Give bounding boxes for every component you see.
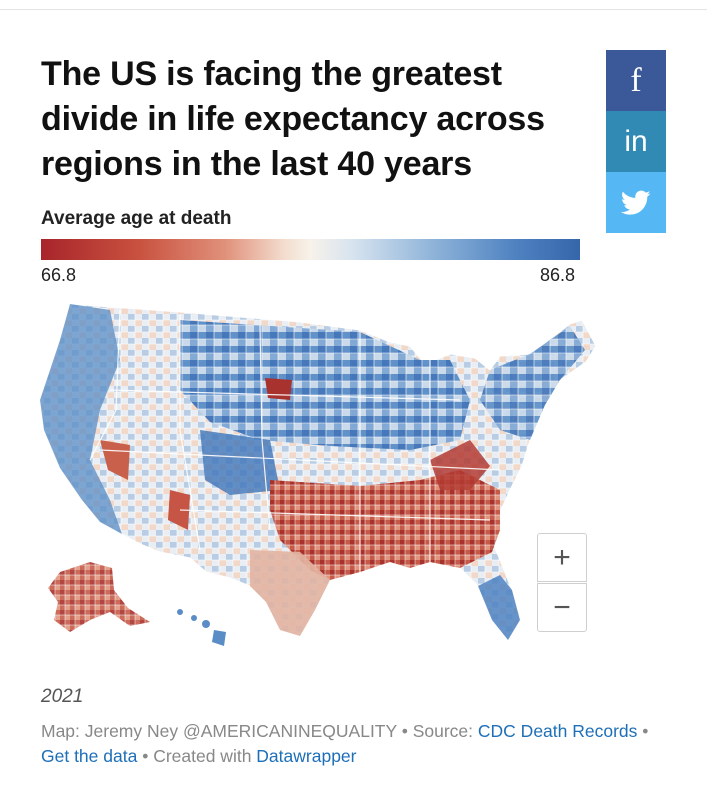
source-prefix: Source:	[412, 721, 478, 741]
texas-region	[250, 550, 330, 636]
us-county-choropleth-map[interactable]	[30, 290, 610, 670]
appalachia-region	[430, 440, 490, 490]
southwest-patch-arizona	[168, 490, 190, 530]
facebook-share-button[interactable]: f	[606, 50, 666, 111]
created-prefix: Created with	[153, 746, 257, 766]
separator: •	[637, 721, 649, 741]
year-label: 2021	[41, 686, 84, 707]
plains-patch-dakota	[265, 378, 292, 400]
southern-region	[270, 470, 500, 580]
legend-title: Average age at death	[41, 208, 232, 229]
legend-color-scale	[41, 239, 580, 260]
separator: •	[137, 746, 154, 766]
twitter-bird-icon	[621, 190, 651, 215]
northeast-region	[480, 326, 585, 440]
map-credit: Map: Jeremy Ney @AMERICANINEQUALITY	[41, 721, 397, 741]
footer-credits: Map: Jeremy Ney @AMERICANINEQUALITY • So…	[41, 719, 681, 769]
separator: •	[396, 721, 413, 741]
linkedin-icon: in	[624, 124, 648, 158]
state-borders	[89, 309, 501, 572]
datawrapper-link[interactable]: Datawrapper	[256, 746, 357, 766]
facebook-icon: f	[630, 61, 642, 99]
north-central-region	[180, 320, 470, 450]
top-divider	[0, 9, 707, 10]
source-link[interactable]: CDC Death Records	[477, 721, 638, 741]
zoom-in-button[interactable]: +	[537, 533, 587, 582]
twitter-share-button[interactable]	[606, 172, 666, 233]
get-data-link[interactable]: Get the data	[41, 746, 138, 766]
legend-min-value: 66.8	[41, 265, 77, 285]
zoom-out-button[interactable]: −	[537, 583, 587, 632]
florida-region	[478, 575, 520, 640]
hawaii-islands	[177, 609, 226, 646]
west-coast-region	[40, 304, 122, 534]
legend-max-value: 86.8	[540, 265, 576, 285]
page-title: The US is facing the greatest divide in …	[41, 55, 545, 183]
mountain-region	[200, 430, 280, 495]
linkedin-share-button[interactable]: in	[606, 111, 666, 172]
alaska-shape	[48, 562, 150, 632]
